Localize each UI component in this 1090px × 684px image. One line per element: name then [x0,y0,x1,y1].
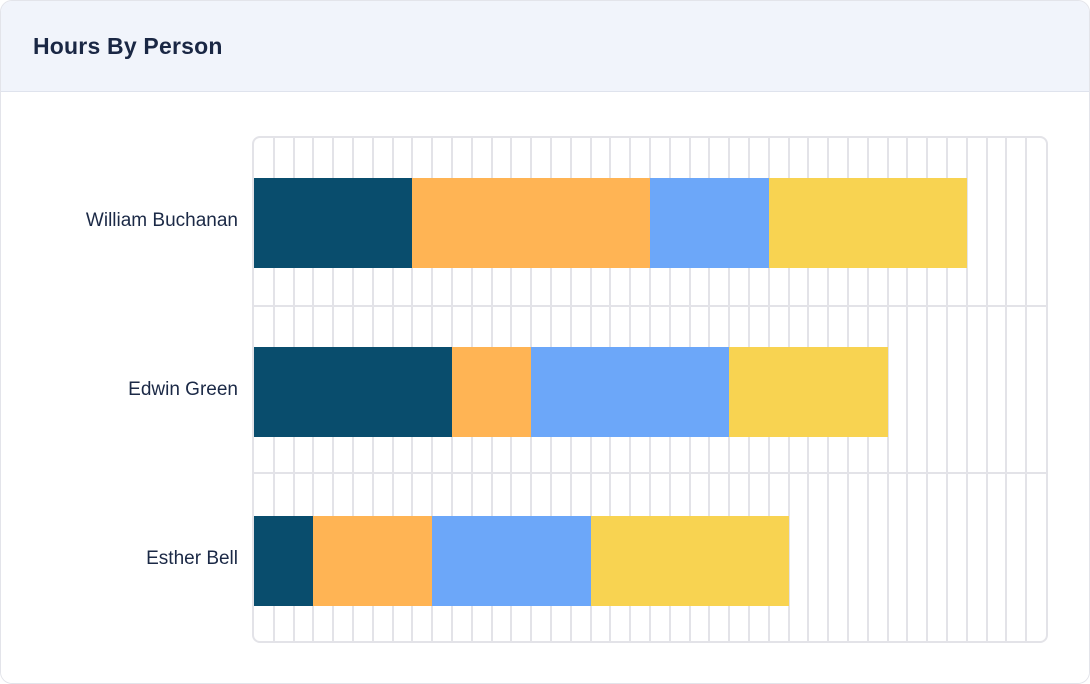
bar-segment-blue[interactable] [531,346,730,437]
chart-area: William Buchanan Edwin Green Esther Bell [1,92,1089,683]
bar-segment-yellow[interactable] [590,515,789,606]
bar-segment-navy[interactable] [254,515,314,606]
horizontal-gridline [254,304,1046,307]
vertical-gridline [1025,138,1028,641]
bar-segment-navy[interactable] [254,177,413,268]
bar-row [254,515,1046,606]
bar-row [254,177,1046,268]
bar-row [254,346,1046,437]
vertical-gridline [946,138,948,641]
vertical-gridline [965,138,968,641]
bar-segment-orange[interactable] [412,177,650,268]
category-label: Esther Bell [146,547,238,569]
bar-segment-orange[interactable] [313,515,433,606]
vertical-gridline [926,138,929,641]
vertical-gridline [886,138,889,641]
vertical-gridline [985,138,988,641]
category-label: Edwin Green [128,378,238,400]
category-label: William Buchanan [85,209,238,231]
horizontal-gridline [254,472,1046,475]
bar-segment-blue[interactable] [432,515,591,606]
bar-segment-orange[interactable] [452,346,532,437]
plot-area [252,136,1048,643]
bar-segment-navy[interactable] [254,346,452,437]
page-title: Hours By Person [33,32,223,59]
bar-segment-yellow[interactable] [768,177,967,268]
y-axis-labels: William Buchanan Edwin Green Esther Bell [1,136,238,643]
vertical-gridline [1005,138,1008,641]
card-header: Hours By Person [1,1,1089,92]
bar-segment-yellow[interactable] [729,346,888,437]
vertical-gridline [906,138,909,641]
bar-segment-blue[interactable] [649,177,769,268]
